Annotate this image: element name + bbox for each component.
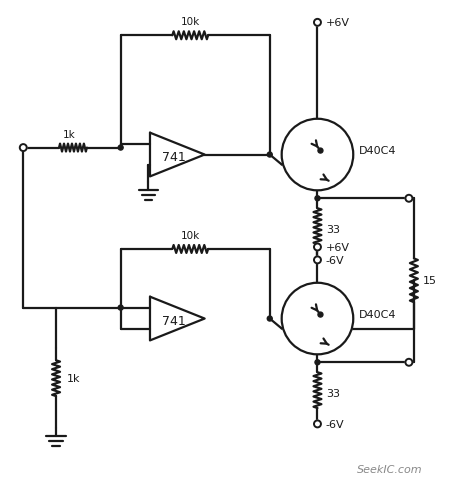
Circle shape xyxy=(404,359,412,366)
Text: +6V: +6V xyxy=(325,243,349,252)
Text: -6V: -6V xyxy=(325,419,343,429)
Text: 10k: 10k xyxy=(180,230,199,241)
Text: D40C4: D40C4 xyxy=(358,309,396,319)
Circle shape xyxy=(118,146,123,151)
Text: 33: 33 xyxy=(326,388,340,398)
Circle shape xyxy=(404,195,412,203)
Circle shape xyxy=(20,145,27,152)
Circle shape xyxy=(281,283,353,355)
Text: +6V: +6V xyxy=(325,19,349,28)
Text: -6V: -6V xyxy=(325,255,343,265)
Text: 33: 33 xyxy=(326,224,340,235)
Text: 10k: 10k xyxy=(180,17,199,27)
Text: 15: 15 xyxy=(422,276,436,285)
Text: D40C4: D40C4 xyxy=(358,145,396,155)
Text: 1k: 1k xyxy=(62,129,75,140)
Circle shape xyxy=(118,305,123,310)
Circle shape xyxy=(313,244,320,251)
Circle shape xyxy=(267,316,272,322)
Text: 1k: 1k xyxy=(67,373,80,384)
Circle shape xyxy=(317,312,322,317)
Circle shape xyxy=(281,120,353,191)
Circle shape xyxy=(313,257,320,264)
Circle shape xyxy=(314,360,319,365)
Text: 741: 741 xyxy=(162,151,186,163)
Circle shape xyxy=(314,196,319,202)
Circle shape xyxy=(313,421,320,427)
Circle shape xyxy=(317,149,322,154)
Text: 741: 741 xyxy=(162,314,186,327)
Text: SeekIC.com: SeekIC.com xyxy=(357,464,422,474)
Circle shape xyxy=(267,153,272,158)
Circle shape xyxy=(313,20,320,27)
